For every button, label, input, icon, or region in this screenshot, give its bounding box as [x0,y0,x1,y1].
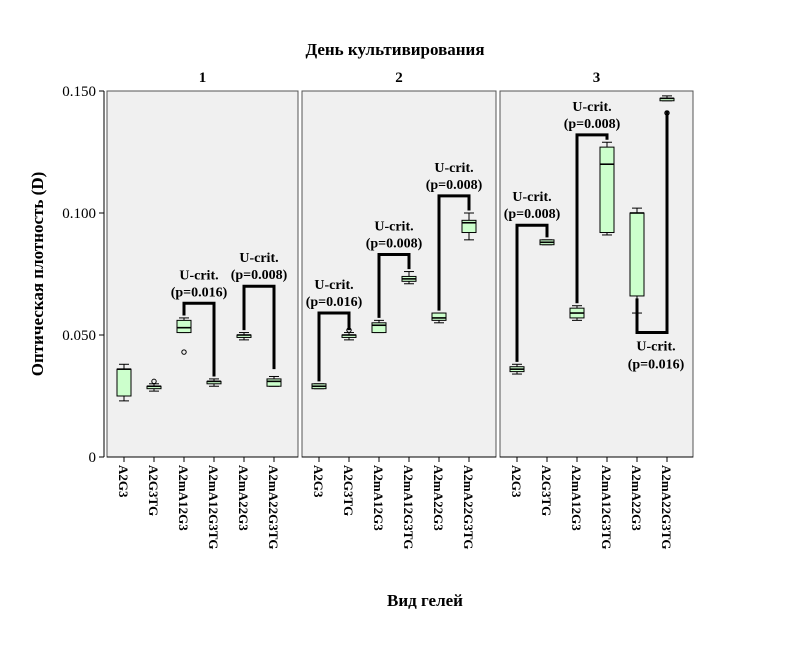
chart-title: День культивирования [305,40,484,59]
annotation-label: U-crit. [314,278,353,293]
panel-1: 1 A2G3 A2G3TG A2mA12G3 A2mA12G3TG A2mA22G3 A2m… [106,70,299,550]
significance-bracket: U-crit. (p=0.008) [231,251,288,370]
x-tick-label: A2mA12G3 [569,465,584,531]
annotation-p-value: (p=0.008) [504,207,561,222]
y-tick-label: 0.100 [62,206,96,222]
box-A2mA22G3: A2mA22G3 [629,207,645,531]
annotation-p-value: (p=0.008) [231,268,288,283]
x-tick-label: A2G3TG [539,465,554,516]
x-tick-label: A2mA12G3TG [206,465,221,550]
box-A2mA12G3: A2mA12G3 [176,317,192,531]
x-tick-label: A2G3TG [341,465,356,516]
annotation-label: U-crit. [512,190,551,205]
bracket-line [317,311,351,382]
bracket-line [242,284,276,370]
significance-bracket: U-crit. (p=0.008) [366,219,423,318]
box-iqr [176,319,192,334]
annotation-label: U-crit. [374,219,413,234]
bracket-line [377,252,411,318]
y-tick-label: 0.050 [62,328,96,344]
box-A2mA22G3: A2mA22G3 [236,332,252,531]
outlier-point [181,349,187,355]
bracket-line [182,301,216,377]
box-A2G3: A2G3 [116,363,132,498]
x-tick-label: A2mA22G3 [236,465,251,531]
box-A2G3TG: A2G3TG [341,327,357,516]
significance-bracket: U-crit. (p=0.016) [306,278,363,382]
box-A2mA12G3TG: A2mA12G3TG [599,141,615,550]
panel-frame [301,90,497,458]
box-A2mA12G3TG: A2mA12G3TG [401,271,417,550]
box-A2G3: A2G3 [509,363,525,498]
x-tick-label: A2G3 [509,465,524,498]
annotation-label: U-crit. [434,161,473,176]
outlier-point [151,378,157,385]
annotation-label: U-crit. [179,268,218,283]
y-axis: 0 0.050 0.100 0.150 [62,84,105,466]
significance-bracket: U-crit. (p=0.016) [171,268,228,377]
x-tick-label: A2mA12G3TG [599,465,614,550]
box-A2G3TG: A2G3TG [146,378,162,516]
panels: 1 A2G3 A2G3TG A2mA12G3 A2mA12G3TG A2mA22G3 A2m… [106,70,694,550]
panel-2: 2 A2G3 A2G3TG A2mA12G3 A2mA12G3TG A2mA22G3 A2m… [301,70,497,550]
panel-frame [499,90,694,458]
annotation-p-value: (p=0.008) [366,236,423,251]
box-iqr [116,368,132,397]
x-axis-label: Вид гелей [387,591,463,610]
significance-bracket: U-crit. (p=0.008) [426,161,483,311]
annotation-p-value: (p=0.016) [628,358,685,373]
y-axis-label: Оптическая плотность (D) [28,172,47,377]
box-iqr [371,322,387,334]
annotation-p-value: (p=0.008) [426,178,483,193]
box-A2G3TG: A2G3TG [539,239,555,516]
box-iqr [266,378,282,387]
box-A2mA22G3TG: A2mA22G3TG [266,375,282,550]
x-tick-label: A2mA22G3TG [659,465,674,550]
significance-bracket: U-crit. (p=0.008) [564,100,621,304]
y-tick-label: 0 [89,450,97,466]
x-tick-label: A2mA22G3 [431,465,446,531]
panel-label: 1 [199,70,207,86]
annotation-p-value: (p=0.008) [564,117,621,132]
panel-frame [106,90,299,458]
annotation-p-value: (p=0.016) [306,295,363,310]
x-tick-label: A2mA12G3TG [401,465,416,550]
box-A2mA12G3: A2mA12G3 [371,319,387,531]
x-tick-label: A2G3 [311,465,326,498]
box-iqr [599,146,615,234]
bracket-line [437,194,471,311]
box-iqr [431,312,447,321]
box-A2mA12G3TG: A2mA12G3TG [206,378,222,550]
x-tick-label: A2mA12G3 [371,465,386,531]
significance-bracket: U-crit. (p=0.008) [504,190,561,362]
x-tick-label: A2mA22G3 [629,465,644,531]
box-iqr [629,212,645,297]
annotation-label: U-crit. [572,100,611,115]
x-tick-label: A2G3 [116,465,131,498]
box-A2mA22G3: A2mA22G3 [431,312,447,531]
box-A2G3: A2G3 [311,383,327,498]
panel-3: 3 A2G3 A2G3TG A2mA12G3 A2mA12G3TG A2mA22G3 A2m… [499,70,694,550]
panel-label: 2 [395,70,403,86]
x-tick-label: A2mA22G3TG [461,465,476,550]
box-A2mA22G3TG: A2mA22G3TG [659,95,675,550]
box-A2mA22G3TG: A2mA22G3TG [461,212,477,550]
annotation-p-value: (p=0.016) [171,285,228,300]
y-tick-label: 0.150 [62,84,96,100]
bracket-line [635,110,669,335]
panel-label: 3 [593,70,601,86]
x-tick-label: A2G3TG [146,465,161,516]
box-A2mA12G3: A2mA12G3 [569,305,585,531]
annotation-label: U-crit. [636,340,675,355]
bracket-line [515,223,549,362]
annotation-label: U-crit. [239,251,278,266]
significance-bracket: U-crit. (p=0.016) [628,110,685,373]
x-tick-label: A2mA12G3 [176,465,191,531]
x-tick-label: A2mA22G3TG [266,465,281,550]
bracket-line [575,133,609,304]
